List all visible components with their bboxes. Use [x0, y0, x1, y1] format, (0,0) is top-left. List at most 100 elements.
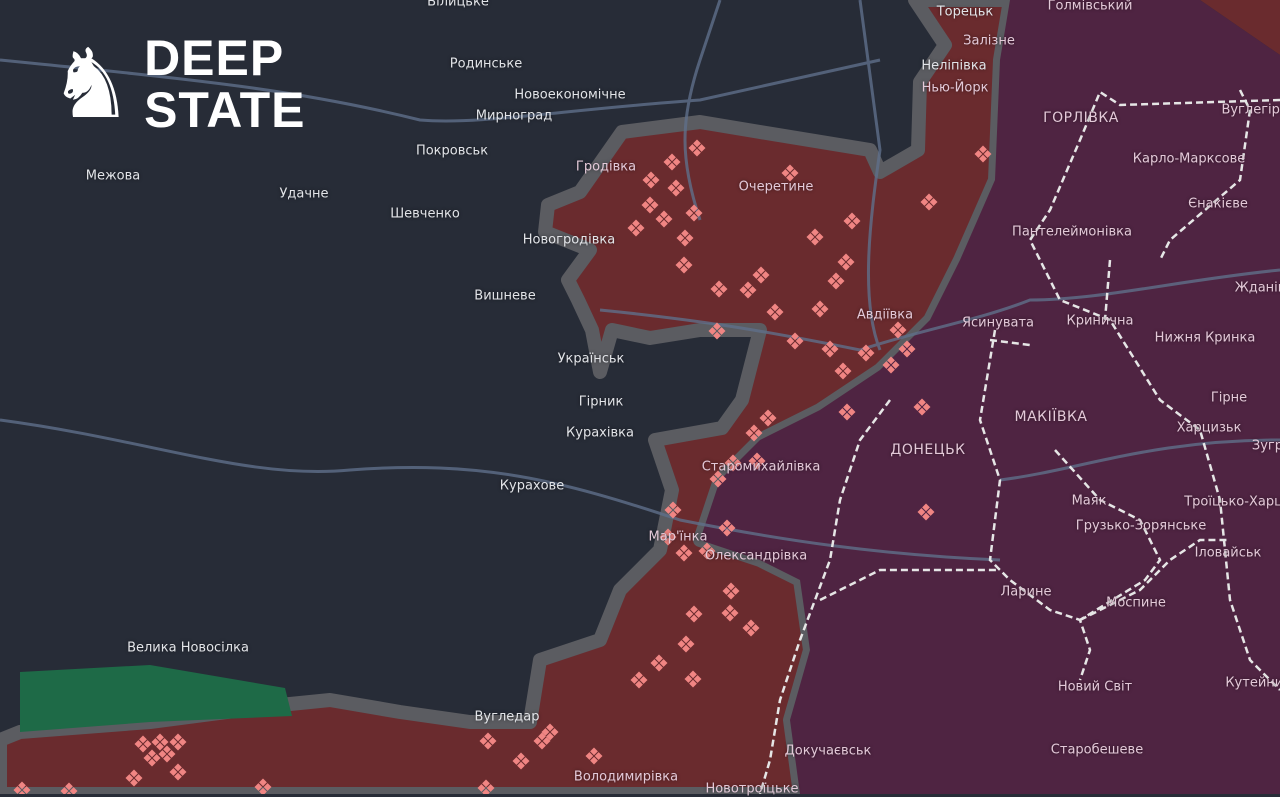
marker-icon[interactable]	[724, 454, 742, 472]
marker-icon[interactable]	[722, 582, 740, 600]
marker-icon[interactable]	[642, 171, 660, 189]
place-label[interactable]: Очеретине	[738, 179, 814, 195]
place-label[interactable]: Авдіївка	[856, 307, 914, 323]
marker-icon[interactable]	[889, 321, 907, 339]
marker-icon[interactable]	[752, 266, 770, 284]
marker-icon[interactable]	[811, 300, 829, 318]
marker-icon[interactable]	[843, 212, 861, 230]
place-label[interactable]: Вишневе	[474, 288, 536, 304]
place-label[interactable]: Українськ	[557, 351, 625, 367]
place-label[interactable]: Новотроїцьке	[705, 781, 799, 797]
marker-icon[interactable]	[974, 145, 992, 163]
marker-icon[interactable]	[838, 403, 856, 421]
place-label[interactable]: Докучаєвськ	[784, 743, 872, 759]
place-label[interactable]: Покровськ	[415, 143, 489, 159]
place-label[interactable]: Вуглегірськ	[1221, 102, 1280, 118]
place-label[interactable]: Удачне	[279, 186, 329, 202]
marker-icon[interactable]	[834, 362, 852, 380]
place-label[interactable]: Вугледар	[474, 709, 540, 725]
marker-icon[interactable]	[479, 732, 497, 750]
marker-icon[interactable]	[533, 732, 551, 750]
place-label[interactable]: Мирноград	[475, 108, 553, 124]
place-label[interactable]: Торецьк	[936, 4, 994, 20]
place-label[interactable]: Кутейникове	[1225, 675, 1280, 691]
place-label[interactable]: Карло-Марксове	[1132, 151, 1246, 167]
marker-icon[interactable]	[806, 228, 824, 246]
marker-icon[interactable]	[675, 544, 693, 562]
marker-icon[interactable]	[685, 204, 703, 222]
place-label[interactable]: Новий Світ	[1057, 679, 1133, 695]
marker-icon[interactable]	[676, 229, 694, 247]
marker-icon[interactable]	[766, 303, 784, 321]
place-label[interactable]: Курахівка	[566, 425, 634, 441]
marker-icon[interactable]	[675, 256, 693, 274]
place-label[interactable]: Пантелеймонівка	[1012, 224, 1132, 240]
place-label[interactable]: Межова	[85, 168, 141, 184]
marker-icon[interactable]	[125, 769, 143, 787]
place-label[interactable]: Володимирівка	[573, 769, 679, 785]
place-label[interactable]: Іловайськ	[1194, 545, 1262, 561]
place-label[interactable]: Харцизьк	[1176, 420, 1242, 436]
marker-icon[interactable]	[664, 501, 682, 519]
marker-icon[interactable]	[655, 210, 673, 228]
marker-icon[interactable]	[748, 452, 766, 470]
place-label[interactable]: Ясинувата	[962, 315, 1034, 331]
place-label[interactable]: Грузько-Зорянське	[1075, 518, 1207, 534]
marker-icon[interactable]	[821, 340, 839, 358]
marker-icon[interactable]	[710, 280, 728, 298]
place-label[interactable]: ГОРЛІВКА	[1043, 110, 1119, 126]
marker-icon[interactable]	[781, 164, 799, 182]
marker-icon[interactable]	[742, 619, 760, 637]
place-label[interactable]: Кринична	[1066, 313, 1134, 329]
place-label[interactable]: Гірне	[1210, 390, 1248, 406]
marker-icon[interactable]	[627, 219, 645, 237]
marker-icon[interactable]	[477, 779, 495, 794]
marker-icon[interactable]	[541, 723, 559, 741]
marker-icon[interactable]	[759, 409, 777, 427]
place-label[interactable]: ДОНЕЦЬК	[890, 442, 966, 458]
marker-icon[interactable]	[659, 528, 677, 546]
marker-icon[interactable]	[709, 470, 727, 488]
place-label[interactable]: Гродівка	[575, 159, 637, 175]
marker-icon[interactable]	[512, 752, 530, 770]
place-label[interactable]: Голмівський	[1047, 0, 1133, 14]
marker-icon[interactable]	[158, 745, 176, 763]
marker-icon[interactable]	[630, 671, 648, 689]
marker-icon[interactable]	[677, 635, 695, 653]
marker-icon[interactable]	[708, 322, 726, 340]
marker-icon[interactable]	[143, 749, 161, 767]
place-label[interactable]: Курахове	[499, 478, 565, 494]
place-label[interactable]: Білицьке	[427, 0, 489, 10]
place-label[interactable]: Шевченко	[390, 206, 460, 222]
place-label[interactable]: Троїцько-Харцизьк	[1184, 494, 1280, 510]
marker-icon[interactable]	[254, 778, 272, 794]
place-label[interactable]: Олександрівка	[704, 548, 808, 564]
marker-icon[interactable]	[134, 735, 152, 753]
marker-icon[interactable]	[898, 340, 916, 358]
marker-icon[interactable]	[882, 356, 900, 374]
place-label[interactable]: Ларине	[1000, 584, 1052, 600]
marker-icon[interactable]	[913, 398, 931, 416]
place-label[interactable]: МАКІЇВКА	[1014, 409, 1088, 425]
marker-icon[interactable]	[151, 733, 169, 751]
place-label[interactable]: Старобешеве	[1050, 742, 1144, 758]
marker-icon[interactable]	[667, 179, 685, 197]
marker-icon[interactable]	[857, 344, 875, 362]
place-label[interactable]: Моспине	[1106, 595, 1166, 611]
place-label[interactable]: Родинське	[449, 56, 523, 72]
marker-icon[interactable]	[688, 139, 706, 157]
place-label[interactable]: Єнакієве	[1188, 196, 1248, 212]
marker-icon[interactable]	[585, 747, 603, 765]
marker-icon[interactable]	[684, 670, 702, 688]
place-label[interactable]: Зугрес	[1251, 438, 1280, 454]
marker-icon[interactable]	[641, 196, 659, 214]
place-label[interactable]: Жданівка	[1234, 280, 1280, 296]
marker-icon[interactable]	[718, 519, 736, 537]
place-label[interactable]: Новоекономічне	[514, 87, 626, 103]
marker-icon[interactable]	[827, 272, 845, 290]
place-label[interactable]: Мар'їнка	[648, 529, 708, 545]
place-label[interactable]: Нью-Йорк	[921, 80, 989, 96]
place-label[interactable]: Гірник	[578, 394, 624, 410]
marker-icon[interactable]	[721, 604, 739, 622]
